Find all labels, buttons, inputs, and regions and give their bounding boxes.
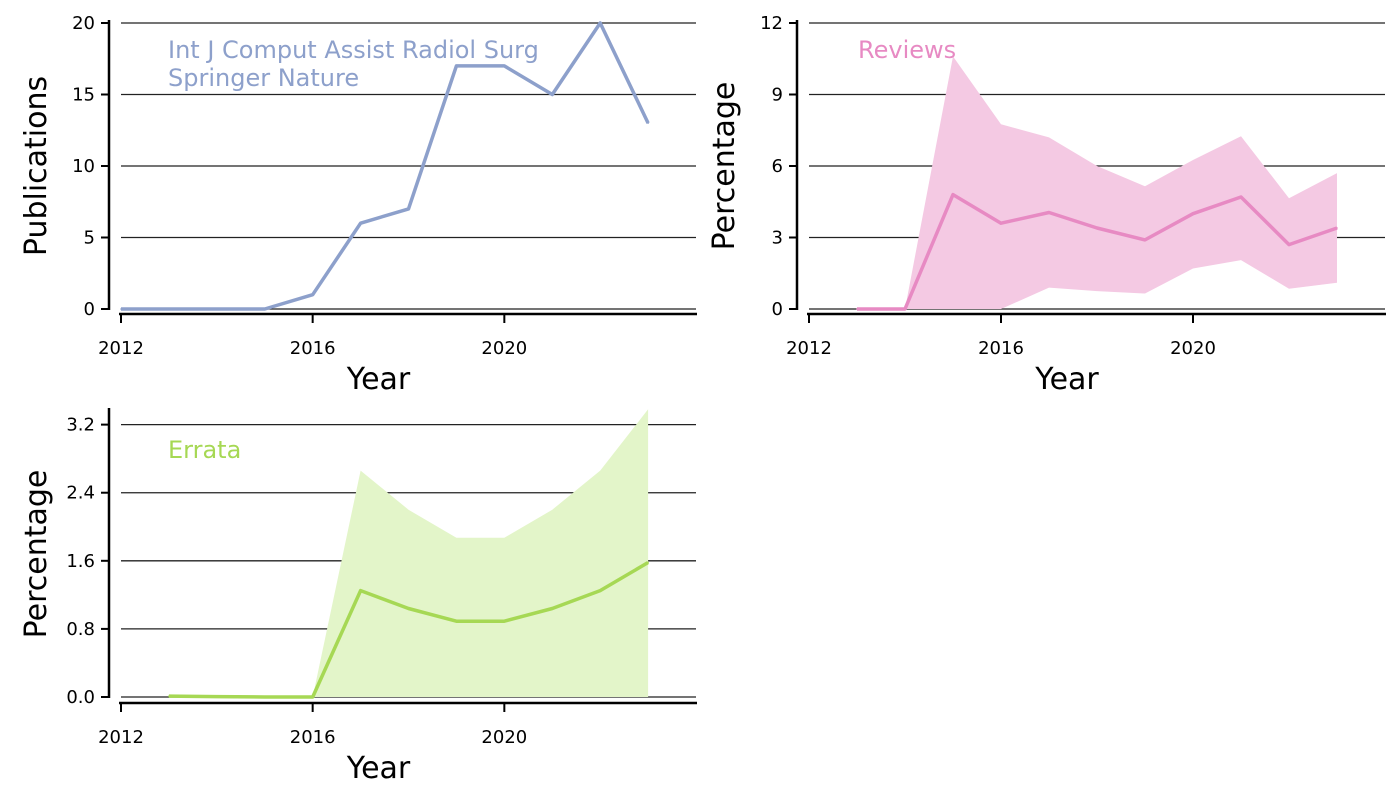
data-point xyxy=(1288,243,1290,246)
series-line xyxy=(121,21,650,311)
data-point xyxy=(647,122,649,124)
data-point xyxy=(311,696,314,698)
confidence-band xyxy=(857,56,1337,310)
data-point xyxy=(856,308,858,310)
data-point xyxy=(1240,196,1242,198)
y-tick-label: 20 xyxy=(72,13,95,34)
x-tick-label: 2016 xyxy=(290,727,336,748)
data-point xyxy=(407,208,410,210)
y-tick-label: 15 xyxy=(72,85,95,106)
chart-panel-2: 0 3 6 9 12 2012 2016 2020 Year Percentage Reviews xyxy=(707,13,1386,397)
data-point xyxy=(1048,211,1050,214)
y-axis-title: Publications xyxy=(19,76,54,256)
x-tick-label: 2016 xyxy=(290,338,336,359)
y-tick-label: 12 xyxy=(760,13,783,34)
data-point xyxy=(503,65,506,67)
y-tick-label: 3 xyxy=(772,228,783,249)
data-point xyxy=(551,607,554,610)
data-point xyxy=(407,607,410,610)
data-point xyxy=(599,589,601,592)
confidence-band xyxy=(168,409,649,697)
y-tick-label: 10 xyxy=(72,156,95,177)
data-point xyxy=(168,695,170,697)
data-point xyxy=(359,222,362,224)
data-point xyxy=(1144,239,1146,241)
data-point xyxy=(216,695,218,698)
data-point xyxy=(647,561,649,564)
data-point xyxy=(952,193,954,196)
x-axis-title: Year xyxy=(1034,362,1099,397)
panel-annotation: Reviews xyxy=(858,36,956,64)
y-tick-label: 0.0 xyxy=(66,687,95,708)
y-tick-label: 0 xyxy=(84,299,95,320)
x-tick-label: 2012 xyxy=(786,338,832,359)
data-point xyxy=(311,293,314,296)
data-point xyxy=(599,22,601,24)
data-point xyxy=(263,308,266,310)
panel-annotation: Errata xyxy=(168,436,241,464)
x-tick-label: 2012 xyxy=(98,727,144,748)
data-point xyxy=(551,93,554,96)
panel-annotation: Springer Nature xyxy=(168,64,359,92)
y-tick-label: 2.4 xyxy=(66,483,95,504)
data-point xyxy=(455,620,458,623)
data-point xyxy=(1096,227,1098,229)
x-axis-title: Year xyxy=(346,362,411,397)
y-tick-label: 1.6 xyxy=(66,551,95,572)
x-axis-title: Year xyxy=(346,751,411,786)
data-point xyxy=(216,308,218,310)
y-tick-label: 6 xyxy=(772,156,783,177)
x-tick-label: 2020 xyxy=(1170,338,1216,359)
data-point xyxy=(120,308,122,310)
y-tick-label: 0.8 xyxy=(66,619,95,640)
x-tick-label: 2020 xyxy=(481,338,527,359)
x-tick-label: 2016 xyxy=(978,338,1024,359)
x-tick-label: 2020 xyxy=(481,727,527,748)
x-tick-label: 2012 xyxy=(98,338,144,359)
data-point xyxy=(263,696,266,698)
data-point xyxy=(359,589,362,592)
chart-panel-1: 0 5 10 15 20 2012 2016 2020 Year Publications Int … xyxy=(19,13,697,397)
chart-panel-3: 0.0 0.8 1.6 2.4 3.2 2012 2016 2020 Year Percentag… xyxy=(19,408,697,786)
y-tick-label: 0 xyxy=(772,299,783,320)
y-tick-label: 5 xyxy=(84,228,95,249)
panel-annotation: Int J Comput Assist Radiol Surg xyxy=(168,36,539,64)
data-point xyxy=(904,308,906,310)
data-point xyxy=(503,620,506,623)
data-point xyxy=(1192,212,1194,215)
data-point xyxy=(1336,227,1338,229)
y-tick-label: 9 xyxy=(772,85,783,106)
data-point xyxy=(455,65,458,67)
y-tick-label: 3.2 xyxy=(66,415,95,436)
y-axis-title: Percentage xyxy=(19,470,54,639)
data-point xyxy=(1000,222,1002,224)
data-point xyxy=(168,308,170,310)
y-axis-title: Percentage xyxy=(707,82,742,251)
